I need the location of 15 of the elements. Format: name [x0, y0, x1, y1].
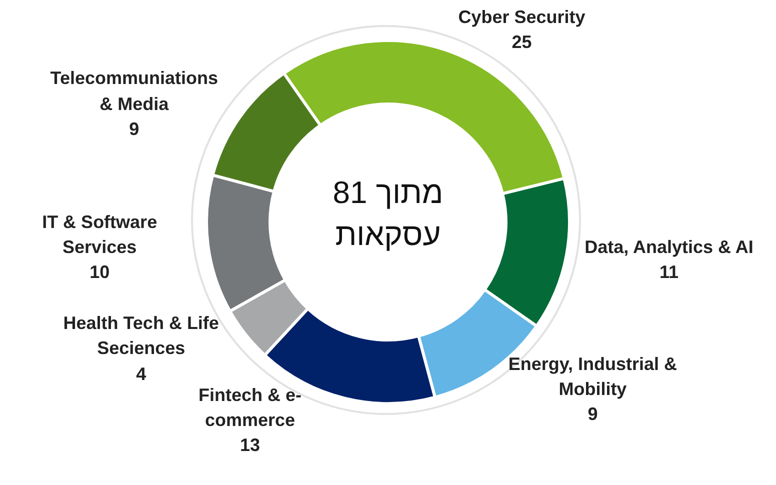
slice-label: Energy, Industrial & Mobility — [507, 353, 678, 402]
data-label: 13 — [238, 434, 261, 458]
slice-label: Data, Analytics & AI — [584, 235, 754, 259]
data-label: 9 — [128, 118, 140, 141]
slice-label: Cyber Security — [458, 6, 586, 29]
data-label: 25 — [510, 31, 533, 54]
data-label: 11 — [658, 260, 680, 284]
text: מתוך 81 עסקאות — [332, 174, 444, 254]
slice-label: Fintech & e-commerce — [197, 384, 302, 432]
slice-label: Telecommuniations & Media — [49, 68, 219, 116]
data-label: 4 — [135, 362, 148, 386]
data-label: 9 — [586, 404, 599, 427]
slice-label: IT & Software Services — [41, 210, 158, 260]
slice-label: Health Tech & Life Seciences — [62, 312, 220, 361]
data-label: 10 — [88, 261, 111, 284]
